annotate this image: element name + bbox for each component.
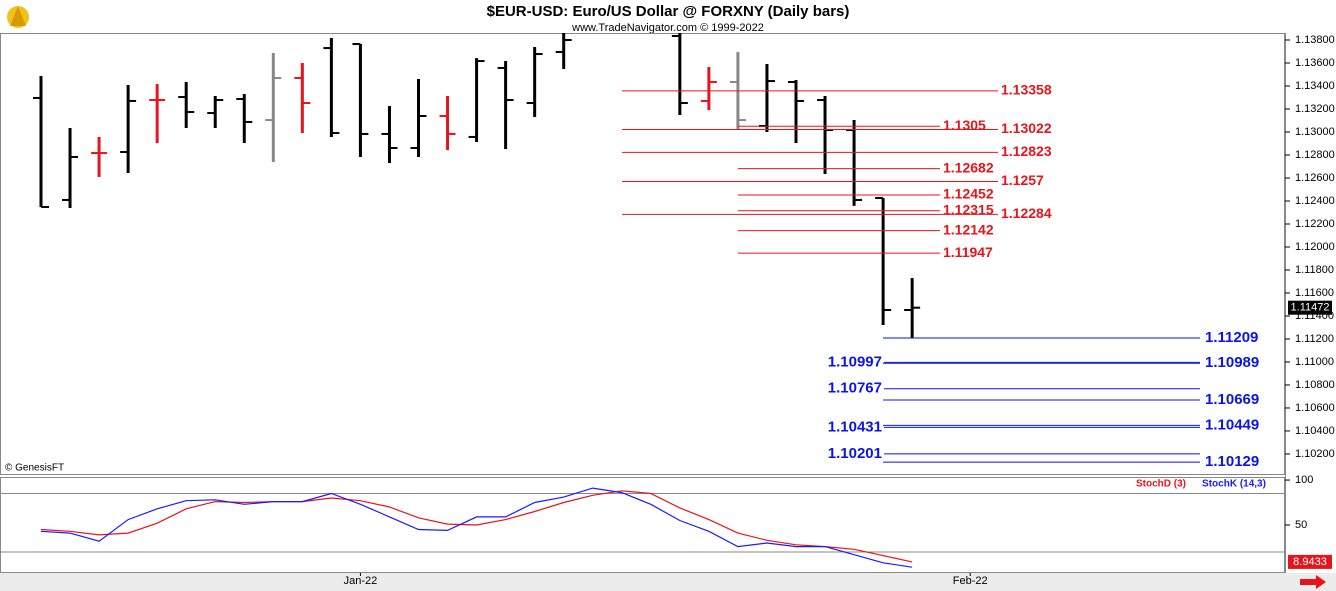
level-label: 1.12682 — [943, 159, 994, 175]
y-tick-label: 1.12800 — [1295, 149, 1335, 161]
y-tick-label: 50 — [1295, 519, 1307, 531]
y-tick-label: 1.12000 — [1295, 241, 1335, 253]
last-price-box — [1288, 300, 1332, 315]
level-label: 1.1305 — [943, 117, 986, 133]
y-tick-label: 1.10800 — [1295, 379, 1335, 391]
stoch-line — [40, 487, 913, 568]
level-label: 1.11209 — [1205, 329, 1258, 346]
level-label: 1.10997 — [828, 353, 882, 370]
level-label: 1.13358 — [1001, 82, 1052, 98]
logo — [7, 6, 29, 28]
x-tick-label: Jan-22 — [344, 575, 378, 587]
legend-entry: StochD (3) — [1136, 479, 1186, 490]
y-tick-label: 1.12200 — [1295, 218, 1335, 230]
level-label: 1.12315 — [943, 201, 994, 217]
y-tick-label: 1.11600 — [1295, 287, 1334, 299]
price-plot — [33, 33, 921, 338]
level-label: 1.10201 — [828, 445, 882, 462]
level-label: 1.10989 — [1205, 354, 1259, 371]
chart-title: $EUR-USD: Euro/US Dollar @ FORXNY (Daily… — [487, 3, 850, 20]
level-label: 1.10767 — [828, 380, 882, 397]
y-tick-label: 1.11800 — [1295, 264, 1334, 276]
last-value-box — [1288, 554, 1332, 569]
level-label: 1.12142 — [943, 221, 994, 237]
level-label: 1.10449 — [1205, 416, 1259, 433]
level-label: 1.11947 — [943, 244, 993, 260]
level-label: 1.12823 — [1001, 143, 1052, 159]
level-label: 1.10129 — [1205, 453, 1259, 470]
y-tick-label: 1.12600 — [1295, 172, 1335, 184]
y-tick-label: 1.13000 — [1295, 126, 1335, 138]
scroll-arrow[interactable] — [1300, 575, 1326, 589]
last-value: 8.9433 — [1293, 556, 1327, 568]
x-tick-label: Feb-22 — [953, 575, 988, 587]
stoch-line — [40, 490, 913, 563]
y-tick-label: 1.13800 — [1295, 34, 1335, 46]
level-label: 1.10669 — [1205, 391, 1259, 408]
stoch-panel — [0, 477, 1285, 573]
overlay: 1.10200 1.10400 1.10600 1.10800 1.11000 1.112… — [344, 34, 1335, 587]
y-tick-label: 1.10200 — [1295, 448, 1335, 460]
level-label: 1.13022 — [1001, 120, 1052, 136]
y-tick-label: 1.13400 — [1295, 80, 1335, 92]
y-tick-label: 1.11000 — [1295, 356, 1334, 368]
y-tick-label: 1.13200 — [1295, 103, 1335, 115]
level-label: 1.10431 — [828, 418, 882, 435]
y-tick-label: 100 — [1295, 474, 1313, 486]
y-tick-label: 1.12400 — [1295, 195, 1335, 207]
legend-entry: StochK (14,3) — [1202, 479, 1266, 490]
stoch-plot — [0, 487, 1285, 568]
level-label: 1.12284 — [1001, 205, 1052, 221]
last-price: 1.11472 — [1291, 302, 1330, 314]
main-panel — [0, 33, 1285, 475]
y-tick-label: 1.11200 — [1295, 333, 1334, 345]
y-tick-label: 1.13600 — [1295, 57, 1335, 69]
date-strip — [0, 573, 1336, 591]
level-label: 1.1257 — [1001, 172, 1044, 188]
level-label: 1.12452 — [943, 186, 994, 202]
y-tick-label: 1.10600 — [1295, 402, 1335, 414]
chart-subtitle: www.TradeNavigator.com © 1999-2022 — [571, 22, 764, 34]
copyright: © GenesisFT — [5, 463, 64, 474]
y-tick-label: 1.10400 — [1295, 425, 1335, 437]
